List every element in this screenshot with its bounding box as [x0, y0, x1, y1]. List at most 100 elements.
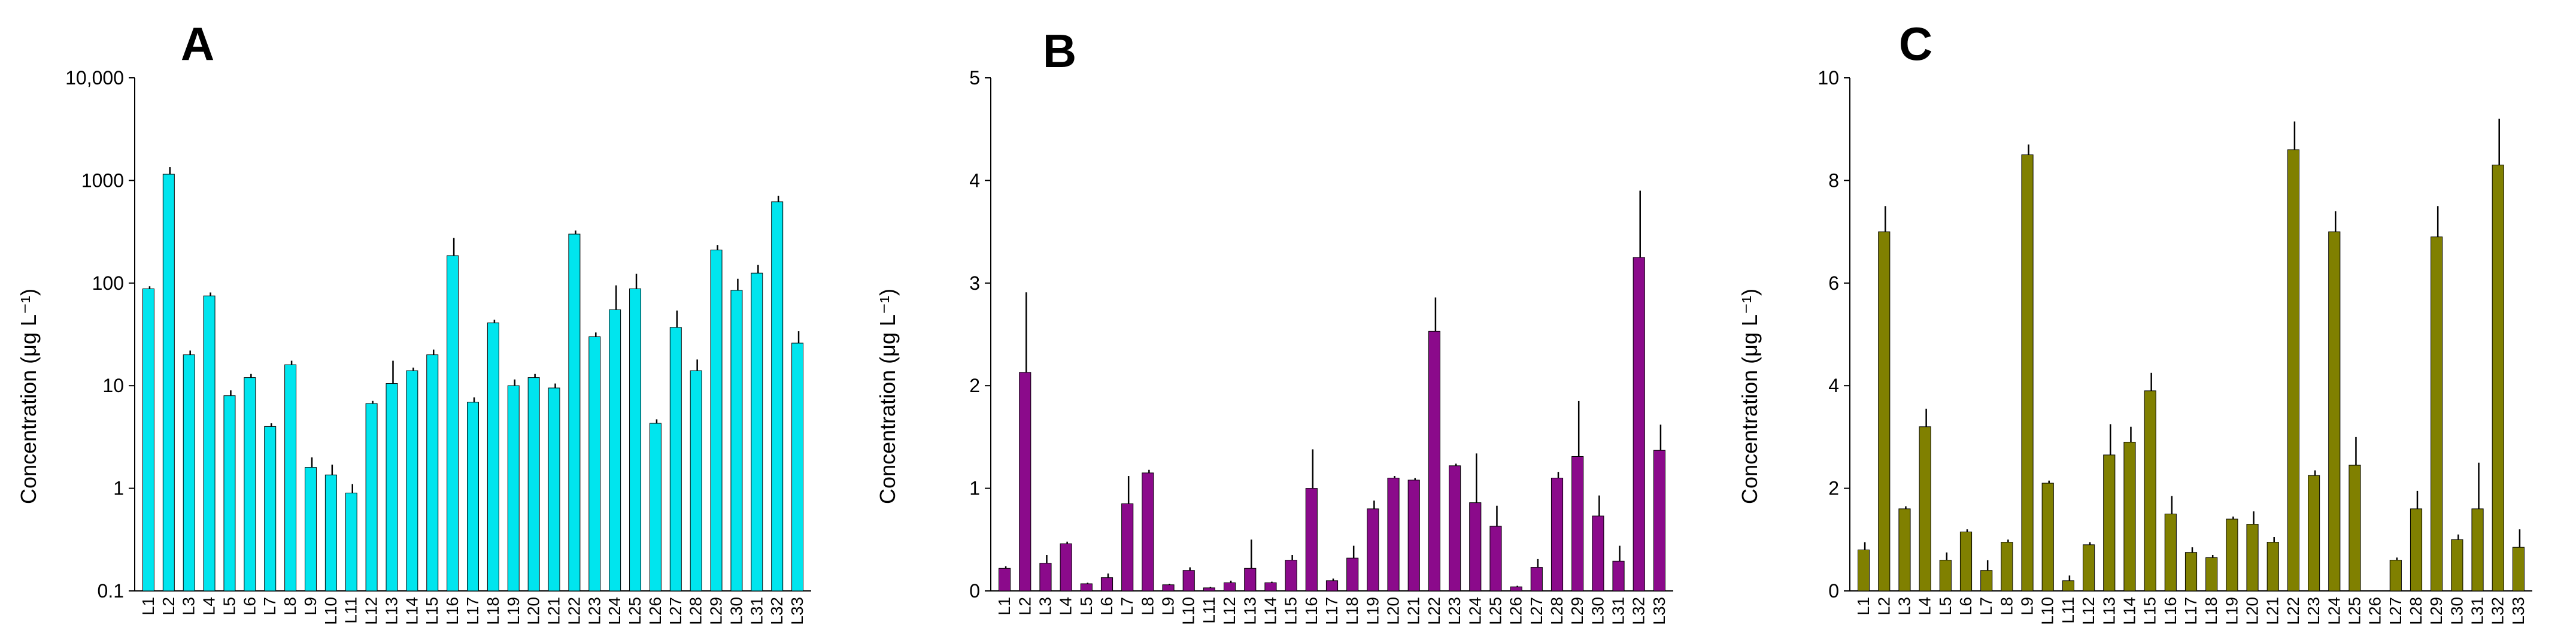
panel-b-bar: [1653, 450, 1665, 592]
panel-c-bar: [2083, 544, 2095, 592]
panel-a-bar: [183, 354, 195, 592]
panel-c-category-label: L28: [2407, 597, 2425, 625]
panel-c-bar: [2471, 508, 2484, 592]
panel-b-category-label: L23: [1445, 597, 1464, 625]
panel-c: C Concentration (μg L⁻¹) 0 2 4 6 8 10 L1 L2 L3 L4…: [1737, 17, 2532, 625]
panel-a-category-label: L18: [484, 597, 502, 625]
panel-b-category-label: L25: [1486, 597, 1504, 625]
panel-b-bar: [1489, 526, 1502, 592]
panel-c-bar: [2287, 149, 2299, 592]
panel-a-letter: A: [181, 17, 214, 70]
panel-a-bar: [203, 295, 216, 592]
panel-c-category-label: L11: [2059, 597, 2077, 624]
panel-b-bar: [1182, 570, 1195, 592]
panel-b-category-label: L33: [1650, 597, 1668, 625]
panel-b-bar: [1060, 543, 1072, 592]
panel-c-category-label: L10: [2038, 597, 2057, 625]
panel-b-bar: [1039, 563, 1052, 592]
panel-b-ytick-label: 4: [969, 169, 980, 191]
panel-a-category-label: L2: [159, 597, 178, 615]
panel-a-ytick-label: 10,000: [65, 67, 124, 89]
panel-c-bar: [2226, 518, 2238, 592]
panel-a-category-label: L31: [747, 597, 766, 625]
panel-b-bar: [1633, 257, 1645, 592]
panel-c-ytick-label: 8: [1828, 169, 1839, 191]
panel-c-category-label: L5: [1936, 597, 1955, 615]
panel-b-bar: [1100, 577, 1113, 592]
panel-c-category-label: L12: [2079, 597, 2098, 625]
panel-b-category-label: L13: [1240, 597, 1259, 625]
panel-a-category-label: L15: [423, 597, 441, 625]
panel-b-bar: [999, 568, 1011, 592]
panel-a-category-label: L16: [443, 597, 462, 625]
panel-a-category-label: L8: [281, 597, 299, 615]
panel-a-ytick-label: 100: [92, 272, 124, 294]
panel-c-category-label: L27: [2386, 597, 2405, 625]
panel-a-category-label: L3: [180, 597, 198, 615]
panel-c-bar: [1939, 560, 1952, 592]
panel-c-bar: [2492, 165, 2504, 592]
panel-c-category-label: L17: [2181, 597, 2200, 625]
panel-a-ytick-label: 0.1: [98, 580, 124, 602]
panel-c-bar: [2021, 154, 2034, 592]
panel-c-bar: [1919, 426, 1931, 592]
panel-b-bar: [1224, 582, 1236, 592]
panel-c-category-label: L30: [2447, 597, 2466, 625]
panel-c-ytick-label: 6: [1828, 272, 1839, 294]
panel-c-bar: [2431, 236, 2443, 592]
panel-c-category-label: L24: [2325, 597, 2343, 625]
panel-b-bar: [1469, 502, 1482, 592]
panel-c-category-label: L26: [2366, 597, 2384, 625]
panel-a-bar: [588, 336, 601, 592]
panel-b-ytick-label: 0: [969, 580, 980, 602]
panel-a-category-label: L23: [585, 597, 603, 625]
panel-b-bar: [1305, 488, 1318, 592]
panel-b-category-label: L21: [1404, 597, 1423, 625]
panel-c-category-label: L13: [2099, 597, 2118, 625]
panel-c-category-label: L20: [2243, 597, 2262, 625]
panel-a-bar: [710, 250, 723, 592]
panel-a: A Concentration (μg L⁻¹) 0.1 1 10 100 1000 10…: [16, 17, 811, 625]
panel-a-bar: [406, 370, 418, 592]
panel-b-bar: [1428, 330, 1440, 592]
panel-a-category-label: L5: [220, 597, 238, 615]
panel-a-bar: [629, 288, 642, 592]
panel-c-bar: [2001, 542, 2013, 592]
panel-b-category-label: L31: [1609, 597, 1628, 625]
panel-a-bar: [649, 423, 662, 592]
panel-c-category-label: L9: [2018, 597, 2037, 615]
panel-b-category-label: L5: [1077, 597, 1096, 615]
panel-b-ytick-label: 5: [969, 67, 980, 89]
panel-a-bar: [751, 272, 763, 592]
panel-b-axes: [990, 78, 1673, 592]
panel-c-category-label: L2: [1874, 597, 1893, 615]
panel-c-category-label: L6: [1956, 597, 1975, 615]
panel-c-category-label: L18: [2202, 597, 2220, 625]
panel-c-bar: [2266, 542, 2279, 592]
panel-b-category-label: L22: [1425, 597, 1443, 625]
panel-a-category-label: L11: [342, 597, 360, 624]
panel-c-category-label: L15: [2141, 597, 2159, 625]
panel-b-bar: [1142, 472, 1154, 592]
panel-a-category-label: L24: [605, 597, 624, 625]
panel-a-ylabel: Concentration (μg L⁻¹): [16, 289, 41, 504]
panel-c-bar: [2041, 483, 2054, 592]
panel-c-bar: [2205, 557, 2218, 592]
panel-c-category-label: L16: [2161, 597, 2180, 625]
panel-b-category-label: L7: [1118, 597, 1136, 615]
panel-a-bar: [244, 377, 256, 592]
panel-b-letter: B: [1043, 25, 1076, 77]
panel-c-ytick-label: 0: [1828, 580, 1839, 602]
panel-c-category-label: L7: [1977, 597, 1995, 615]
panel-c-bar: [2328, 231, 2341, 592]
panel-b-category-label: L4: [1057, 597, 1075, 615]
panel-a-bar: [162, 174, 175, 592]
panel-b-bar: [1387, 477, 1400, 592]
panel-b-bar: [1019, 372, 1031, 592]
panel-b-category-label: L10: [1179, 597, 1198, 625]
panel-b-bar: [1612, 560, 1625, 592]
panel-c-category-label: L3: [1895, 597, 1913, 615]
panel-a-bar: [345, 492, 357, 592]
panel-b-ytick-label: 2: [969, 375, 980, 396]
